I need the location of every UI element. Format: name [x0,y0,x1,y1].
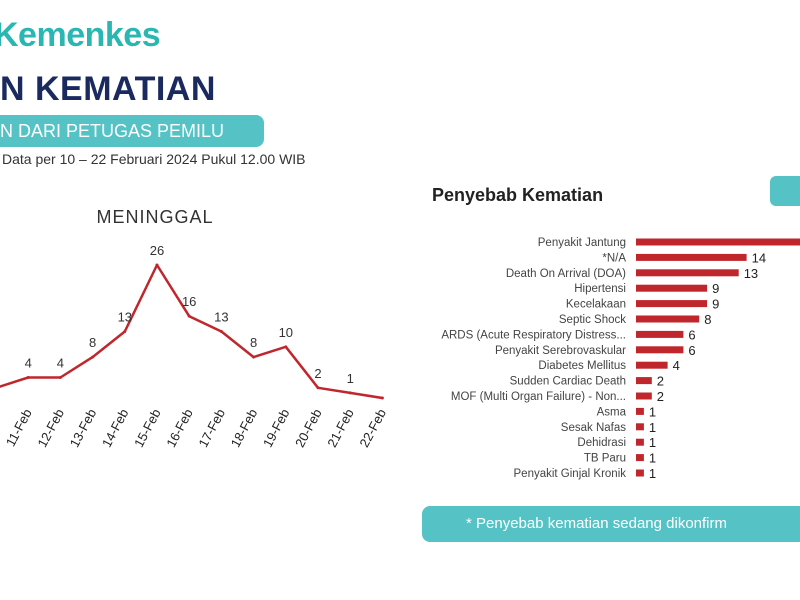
cause-bar [636,346,684,354]
cause-category-label: Septic Shock [559,314,626,326]
deaths-data-point [316,386,320,390]
cause-value-label: 1 [649,435,656,450]
deaths-data-point [26,376,30,380]
line-chart-title: MENINGGAL [96,207,214,227]
cause-value-label: 1 [649,420,656,435]
cause-category-label: Sesak Nafas [561,422,626,434]
cause-category-label: Sudden Cardiac Death [510,376,626,388]
cause-bar [636,392,652,400]
cause-bar [636,269,739,277]
deaths-data-label: 8 [89,335,96,350]
cause-bar [636,454,644,462]
deaths-data-point [155,263,159,267]
deaths-data-point [91,355,95,359]
deaths-data-label: 10 [279,325,293,340]
footnote-banner: * Penyebab kematian sedang dikonfirm [422,506,800,542]
cause-bar [636,469,644,477]
deaths-data-label: 13 [118,310,132,325]
deaths-data-label: 16 [182,294,196,309]
deaths-data-label: 4 [25,356,32,371]
cause-value-label: 9 [712,281,719,296]
cause-category-label: Asma [597,406,627,418]
cause-category-label: Penyakit Ginjal Kronik [514,468,627,480]
cause-value-label: 14 [752,250,766,265]
cause-category-label: Hipertensi [574,283,626,295]
cause-value-label: 1 [649,451,656,466]
deaths-data-label: 4 [57,356,64,371]
cause-category-label: Penyakit Serebrovaskular [495,345,626,357]
cause-category-label: Diabetes Mellitus [538,360,626,372]
cause-bar [636,361,668,369]
data-period-note: Data per 10 – 22 Februari 2024 Pukul 12.… [2,151,306,167]
deaths-data-label: 2 [314,366,321,381]
footnote-text: * Penyebab kematian sedang dikonfirm [466,515,727,532]
cause-category-label: ARDS (Acute Respiratory Distress... [441,329,626,341]
cause-value-label: 2 [657,389,664,404]
deaths-data-point [187,314,191,318]
page-title: N KEMATIAN [0,70,216,108]
deaths-data-point [58,376,62,380]
cause-value-label: 13 [744,266,758,281]
bar-chart-title: Penyebab Kematian [432,185,604,205]
deaths-data-point [284,345,288,349]
cause-bar [636,253,747,261]
deaths-data-point [123,330,127,333]
cause-bar [636,377,652,385]
cause-value-label: 6 [688,343,695,358]
subtitle-text: N DARI PETUGAS PEMILU [0,121,225,141]
cause-value-label: 2 [657,374,664,389]
brand-logo-text: Kemenkes [0,16,161,54]
deaths-data-point [348,391,352,395]
deaths-data-point [380,396,384,400]
subtitle-banner: N DARI PETUGAS PEMILU [0,115,264,147]
deaths-data-label: 8 [250,335,257,350]
cause-value-label: 4 [673,358,680,373]
cause-value-label: 9 [712,297,719,312]
cause-bar [636,330,684,338]
cause-value-label: 1 [649,404,656,419]
cause-bar [636,423,644,431]
cause-bar [636,315,700,323]
cause-category-label: Kecelakaan [566,299,626,311]
cause-category-label: Dehidrasi [577,437,626,449]
cause-bar [636,284,708,292]
deaths-data-label: 13 [214,310,228,325]
deaths-data-label: 26 [150,243,164,258]
deaths-data-point [252,355,256,359]
deaths-data-point [219,330,223,333]
cause-bar [636,438,644,446]
cause-category-label: Death On Arrival (DOA) [506,268,626,280]
deaths-data-label: 1 [347,371,354,386]
cause-category-label: MOF (Multi Organ Failure) - Non... [451,391,626,403]
cause-category-label: *N/A [602,252,626,264]
legend-badge [770,176,800,206]
cause-value-label: 1 [649,466,656,481]
cause-bar [636,238,800,246]
cause-bar [636,300,708,308]
cause-value-label: 6 [688,327,695,342]
cause-bar [636,407,644,415]
cause-category-label: Penyakit Jantung [538,237,626,249]
cause-category-label: TB Paru [584,453,626,465]
cause-value-label: 8 [704,312,711,327]
